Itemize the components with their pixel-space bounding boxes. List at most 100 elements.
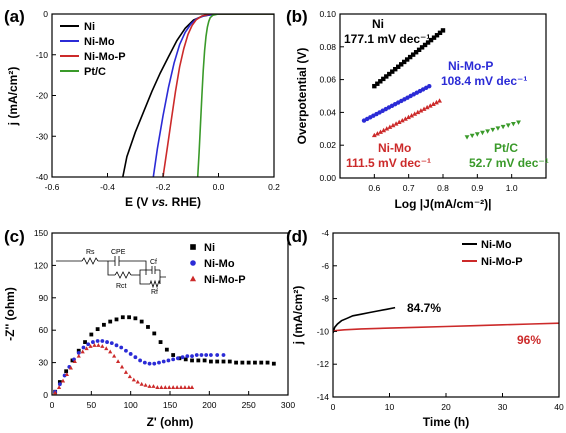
- data-point: [57, 380, 62, 384]
- legend-marker: [190, 260, 196, 266]
- panel-a-label: (a): [4, 7, 25, 26]
- data-point: [155, 385, 160, 389]
- circuit-rct-resistor: [114, 271, 132, 279]
- panel-b-annot-ni-slope: 177.1 mV dec⁻¹: [344, 32, 430, 46]
- data-point: [419, 45, 425, 50]
- data-point: [427, 83, 432, 89]
- data-point: [142, 360, 147, 365]
- panel-b: 0.6 0.7 0.8 0.9 1.00.000.020.040.060.080.10 …: [286, 7, 549, 211]
- y-tick-label: 0.06: [319, 75, 336, 85]
- series-line-3: [196, 14, 274, 177]
- data-point: [105, 340, 109, 344]
- data-point: [469, 133, 475, 139]
- data-point: [57, 382, 62, 387]
- data-point: [171, 385, 176, 389]
- data-point: [384, 74, 389, 79]
- panel-b-plot-area: [361, 28, 521, 140]
- panel-b-ylabel: Overpotential (V): [295, 48, 309, 145]
- data-point: [227, 359, 232, 364]
- data-point: [53, 390, 58, 395]
- data-point: [86, 342, 91, 347]
- panel-d-ticks: 0 10 20 30 40 -4 -6 -8 -10 -12 -14: [317, 228, 564, 412]
- circuit-label-cpe: CPE: [111, 249, 126, 256]
- data-point: [510, 121, 516, 127]
- x-tick-label: 200: [202, 400, 216, 410]
- data-point: [422, 42, 428, 48]
- data-point: [64, 369, 69, 374]
- legend-entry: Ni-Mo-P: [204, 274, 246, 286]
- circuit-cf-capacitor: [150, 266, 160, 274]
- data-point: [396, 64, 401, 69]
- data-point: [167, 385, 172, 389]
- y-tick-label: 0.08: [319, 42, 336, 52]
- data-point: [234, 360, 238, 365]
- x-tick-label: -0.6: [45, 182, 60, 192]
- data-point: [399, 62, 404, 67]
- data-point: [390, 122, 396, 128]
- data-point: [271, 361, 276, 366]
- legend-entry: Ni-Mo: [204, 258, 235, 270]
- panel-c-label: (c): [4, 227, 25, 246]
- data-point: [159, 385, 164, 389]
- data-point: [415, 109, 421, 115]
- panel-d-ylabel: j (mA/cm²): [291, 286, 305, 346]
- data-point: [505, 123, 511, 128]
- data-point: [516, 120, 521, 125]
- data-point: [127, 315, 131, 320]
- data-point: [146, 325, 150, 329]
- panel-b-annot-ptc-slope: 52.7 mV dec⁻¹: [469, 156, 549, 170]
- panel-c-plot-area: [53, 315, 276, 395]
- panel-b-label: (b): [286, 7, 308, 26]
- data-point: [253, 360, 257, 365]
- data-point: [175, 356, 180, 361]
- panel-d: 0 10 20 30 40 -4 -6 -8 -10 -12 -14 (d) Time (h) j …: [286, 227, 564, 429]
- x-tick-label: 40: [554, 402, 564, 412]
- data-point: [70, 358, 75, 363]
- panel-c: 0 50 100 150 200 250 300 0 30 60 90 120 150 (c) Z' (…: [3, 227, 295, 429]
- x-tick-label: 0.0: [213, 182, 225, 192]
- legend-entry: Ni-Mo-P: [481, 256, 523, 268]
- panel-c-xlabel: Z' (ohm): [147, 415, 194, 429]
- panel-d-frame: [332, 232, 560, 398]
- panel-a-legend: Ni Ni-Mo Ni-Mo-P Pt/C: [60, 21, 126, 78]
- data-point: [120, 315, 125, 320]
- data-point: [387, 124, 393, 129]
- x-tick-label: 0: [331, 402, 336, 412]
- panel-b-xlabel: Log |J(mA/cm⁻²)|: [394, 197, 491, 211]
- x-tick-label: 20: [441, 402, 451, 412]
- data-point: [119, 364, 125, 369]
- panel-d-label: (d): [286, 227, 308, 246]
- data-point: [109, 341, 114, 346]
- data-point: [440, 28, 446, 33]
- data-point: [413, 50, 419, 55]
- data-point: [171, 357, 176, 362]
- panel-c-ticks: 0 50 100 150 200 250 300 0 30 60 90 120 150: [34, 228, 296, 410]
- data-point: [240, 360, 245, 365]
- data-point: [81, 345, 86, 350]
- data-point: [427, 103, 433, 108]
- data-point: [102, 322, 106, 327]
- y-tick-label: -12: [317, 359, 330, 369]
- y-tick-label: 0: [43, 9, 48, 19]
- data-point: [152, 331, 157, 336]
- data-point: [104, 346, 109, 351]
- data-point: [100, 339, 105, 343]
- data-point: [393, 121, 399, 126]
- y-tick-label: 0.00: [319, 173, 336, 183]
- panel-d-retention-nimo: 84.7%: [407, 301, 441, 315]
- series-line-1: [333, 322, 559, 333]
- y-tick-label: 150: [34, 228, 48, 238]
- data-point: [421, 106, 427, 111]
- data-point: [158, 340, 163, 344]
- y-tick-label: -10: [317, 326, 330, 336]
- data-point: [381, 127, 387, 133]
- x-tick-label: 0.9: [471, 183, 483, 193]
- data-point: [196, 358, 201, 363]
- data-point: [431, 35, 437, 40]
- data-point: [112, 353, 117, 358]
- panel-a-ticks: -0.6 -0.4 -0.2 0.0 0.2 0 -10 -20 -30 -40: [36, 9, 280, 192]
- x-tick-label: 250: [242, 400, 256, 410]
- data-point: [139, 319, 144, 324]
- data-point: [164, 347, 169, 352]
